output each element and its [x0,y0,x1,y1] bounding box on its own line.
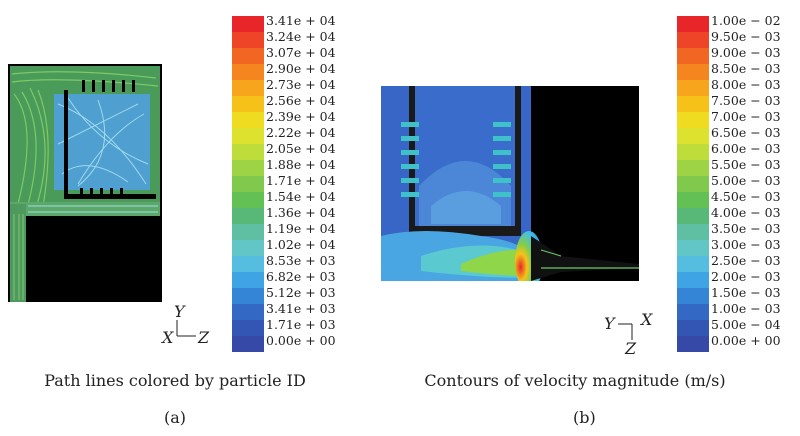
colorbar-cell [677,32,709,48]
colorbar-tick-label: 4.50e − 03 [711,189,781,204]
colorbar-tick-label: 6.00e − 03 [711,141,781,156]
colorbar-tick-label: 5.50e − 03 [711,157,781,172]
colorbar-tick-label: 9.50e − 03 [711,29,781,44]
axis-label-y: Y [604,314,615,333]
colorbar-tick-label: 3.07e + 04 [266,45,336,60]
colorbar-tick-label: 2.73e + 04 [266,77,336,92]
colorbar-tick-label: 1.54e + 04 [266,189,336,204]
colorbar-tick-label: 1.36e + 04 [266,205,336,220]
colorbar-tick-label: 2.00e − 03 [711,269,781,284]
colorbar-cell [232,96,264,112]
colorbar-cell [677,256,709,272]
colorbar-cell [677,160,709,176]
colorbar-cell [232,112,264,128]
colorbar-cell [677,48,709,64]
colorbar-cell [232,128,264,144]
colorbar-tick-label: 0.00e + 00 [711,333,781,348]
colorbar-cell [677,208,709,224]
axis-triad-a [176,320,196,337]
axis-triad-b [618,323,633,340]
colorbar-cell [232,304,264,320]
colorbar-tick-label: 8.53e + 03 [266,253,336,268]
colorbar-tick-label: 7.50e − 03 [711,93,781,108]
colorbar-tick-label: 3.41e + 04 [266,13,336,28]
colorbar-tick-label: 3.50e − 03 [711,221,781,236]
colorbar-tick-label: 3.00e − 03 [711,237,781,252]
sublabel-a: (a) [164,408,187,427]
colorbar-tick-label: 2.39e + 04 [266,109,336,124]
colorbar-cell [232,192,264,208]
colorbar-tick-label: 6.82e + 03 [266,269,336,284]
colorbar-tick-label: 8.00e − 03 [711,77,781,92]
colorbar-tick-label: 3.24e + 04 [266,29,336,44]
colorbar-cell [232,176,264,192]
colorbar-cell [232,144,264,160]
colorbar-cell [677,112,709,128]
colorbar-cell [232,272,264,288]
axis-label-x: X [641,310,653,329]
colorbar-tick-label: 2.05e + 04 [266,141,336,156]
colorbar-tick-label: 1.71e + 03 [266,317,336,332]
colorbar-cell [232,240,264,256]
colorbar-tick-label: 9.00e − 03 [711,45,781,60]
colorbar-tick-label: 3.41e + 03 [266,301,336,316]
colorbar-tick-label: 2.56e + 04 [266,93,336,108]
axis-label-z: Z [198,328,210,347]
colorbar-cell [677,272,709,288]
colorbar-cell [677,80,709,96]
colorbar-tick-label: 4.00e − 03 [711,205,781,220]
colorbar-tick-label: 1.00e − 03 [711,301,781,316]
colorbar-cell [232,288,264,304]
colorbar-tick-label: 2.50e − 03 [711,253,781,268]
colorbar-tick-label: 5.00e − 03 [711,173,781,188]
colorbar-tick-label: 0.00e + 00 [266,333,336,348]
colorbar-cell [677,320,709,336]
colorbar-cell [232,256,264,272]
colorbar-cell [677,192,709,208]
colorbar-cell [232,64,264,80]
colorbar-tick-label: 1.71e + 04 [266,173,336,188]
colorbar-cell [232,208,264,224]
axis-label-y: Y [174,302,185,321]
colorbar-tick-label: 2.22e + 04 [266,125,336,140]
colorbar-tick-label: 8.50e − 03 [711,61,781,76]
colorbar-cell [232,32,264,48]
axis-label-x: X [162,328,174,347]
colorbar-cell [232,80,264,96]
colorbar-tick-label: 5.12e + 03 [266,285,336,300]
colorbar-tick-label: 7.00e − 03 [711,109,781,124]
sublabel-b: (b) [573,408,596,427]
colorbar-tick-label: 2.90e + 04 [266,61,336,76]
axis-label-z: Z [625,339,637,358]
colorbar-cell [232,160,264,176]
velocity-contour-image [381,86,639,281]
colorbar-cell [232,16,264,32]
colorbar-cell [677,64,709,80]
colorbar-tick-label: 1.00e − 02 [711,13,781,28]
colorbar-tick-label: 5.00e − 04 [711,317,781,332]
caption-b: Contours of velocity magnitude (m/s) [424,371,726,390]
colorbar-cell [232,320,264,336]
colorbar-cell [677,240,709,256]
colorbar-cell [677,16,709,32]
colorbar-cell [677,144,709,160]
colorbar-tick-label: 6.50e − 03 [711,125,781,140]
caption-a: Path lines colored by particle ID [44,371,306,390]
colorbar-cell [677,176,709,192]
colorbar-tick-label: 1.19e + 04 [266,221,336,236]
colorbar-tick-label: 1.02e + 04 [266,237,336,252]
colorbar-cell [677,304,709,320]
colorbar-cell [232,48,264,64]
colorbar-cell [677,336,709,352]
colorbar-cell [677,96,709,112]
colorbar-cell [677,128,709,144]
colorbar-cell [677,224,709,240]
colorbar-tick-label: 1.50e − 03 [711,285,781,300]
colorbar-cell [232,336,264,352]
colorbar-cell [232,224,264,240]
colorbar-tick-label: 1.88e + 04 [266,157,336,172]
pathline-image [8,64,162,302]
colorbar-cell [677,288,709,304]
